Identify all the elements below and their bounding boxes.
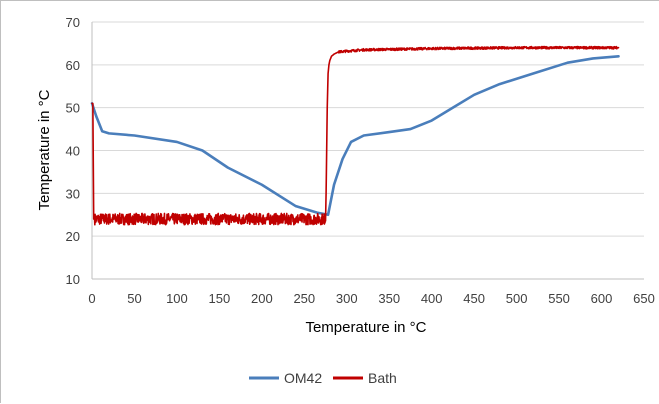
y-tick-label: 10 bbox=[66, 272, 80, 287]
x-tick-label: 500 bbox=[506, 291, 528, 306]
x-tick-label: 250 bbox=[293, 291, 315, 306]
x-tick-label: 400 bbox=[421, 291, 443, 306]
y-tick-label: 70 bbox=[66, 15, 80, 30]
x-tick-label: 50 bbox=[127, 291, 141, 306]
legend-label-om42: OM42 bbox=[284, 370, 322, 386]
series-line-bath bbox=[91, 45, 620, 226]
x-tick-label: 200 bbox=[251, 291, 273, 306]
x-tick-label: 0 bbox=[88, 291, 95, 306]
x-tick-label: 450 bbox=[463, 291, 485, 306]
x-axis-title: Temperature in °C bbox=[305, 319, 426, 336]
y-tick-label: 40 bbox=[66, 144, 80, 159]
y-axis-title: Temperature in °C bbox=[36, 89, 53, 210]
x-tick-label: 150 bbox=[209, 291, 231, 306]
x-tick-label: 550 bbox=[548, 291, 570, 306]
axes bbox=[91, 22, 644, 280]
y-tick-label: 30 bbox=[66, 186, 80, 201]
y-tick-label: 20 bbox=[66, 229, 80, 244]
series-line-om42 bbox=[90, 54, 620, 217]
y-tick-label: 50 bbox=[66, 101, 80, 116]
x-tick-label: 300 bbox=[336, 291, 358, 306]
tick-labels: 10 20 30 40 50 60 70 0 50 100 150 200 250 300 350 400 45… bbox=[66, 15, 655, 306]
grid-lines bbox=[92, 21, 644, 280]
y-tick-label: 60 bbox=[66, 58, 80, 73]
x-tick-label: 350 bbox=[378, 291, 400, 306]
series-lines bbox=[90, 45, 620, 226]
x-tick-label: 100 bbox=[166, 291, 188, 306]
x-tick-label: 600 bbox=[591, 291, 613, 306]
x-tick-label: 650 bbox=[633, 291, 655, 306]
legend-label-bath: Bath bbox=[368, 370, 397, 386]
legend: OM42 Bath bbox=[249, 370, 397, 386]
